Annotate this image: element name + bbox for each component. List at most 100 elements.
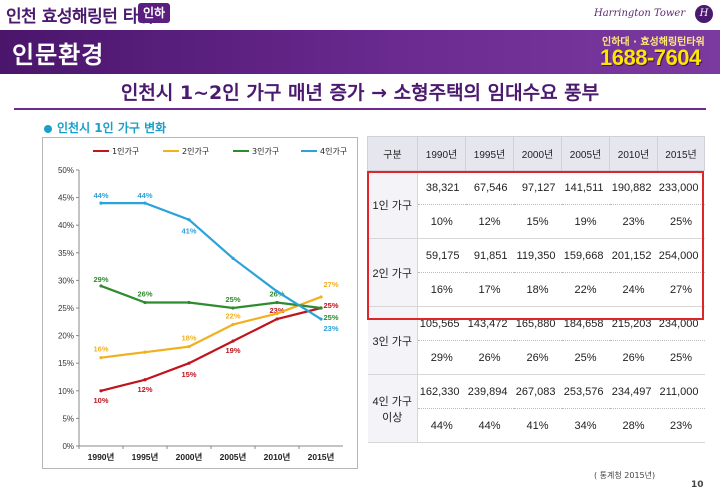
data-point (143, 378, 147, 382)
row-label: 4인 가구 이상 (367, 374, 418, 443)
contact-subtitle: 인하대 · 효성해링턴타워 (602, 37, 705, 48)
percent-cell: 25% (561, 340, 610, 375)
series-line (100, 306, 322, 392)
data-point (143, 350, 147, 354)
column-header: 2010년 (609, 136, 658, 171)
row-label: 2인 가구 (367, 238, 418, 307)
x-tick-label: 1990년 (88, 452, 115, 462)
chart-heading-label: 인천시 1인 가구 변화 (57, 121, 167, 135)
brand-bar: 인천 효성해링턴 타워 인하 Harrington Tower H (0, 0, 720, 28)
data-point (319, 295, 323, 299)
legend-label: 1인가구 (112, 146, 139, 156)
data-point (187, 300, 191, 305)
percent-cell: 41% (513, 408, 562, 443)
percent-cell: 22% (561, 272, 610, 307)
x-tick-label: 2015년 (308, 452, 335, 462)
y-tick-label: 30% (58, 276, 74, 285)
data-point (231, 256, 235, 260)
percent-cell: 19% (561, 204, 610, 239)
count-cell: 267,083 (513, 374, 562, 409)
count-cell: 254,000 (657, 238, 705, 273)
data-point (99, 389, 103, 393)
y-tick-label: 35% (58, 249, 74, 258)
count-cell: 97,127 (513, 170, 562, 205)
percent-cell: 12% (465, 204, 514, 239)
percent-cell: 44% (465, 408, 514, 443)
table-row: 44% 44% 41% 34% 28% 23% (368, 408, 705, 443)
percent-cell: 17% (465, 272, 514, 307)
count-cell: 162,330 (417, 374, 466, 409)
data-label: 44% (137, 191, 152, 200)
count-cell: 141,511 (561, 170, 610, 205)
column-header: 구분 (367, 136, 418, 171)
x-tick-label: 2010년 (264, 452, 291, 462)
data-label: 26% (269, 289, 284, 298)
section-header: 인문환경 인하대 · 효성해링턴타워 1688-7604 (0, 30, 720, 74)
column-header: 2015년 (657, 136, 705, 171)
data-label: 23% (323, 324, 338, 333)
percent-cell: 26% (609, 340, 658, 375)
y-tick-label: 25% (58, 304, 74, 313)
series-line (101, 202, 322, 320)
table-row: 16% 17% 18% 22% 24% 27% (368, 272, 705, 307)
table-header-row: 구분 1990년 1995년 2000년 2005년 2010년 2015년 (367, 136, 705, 171)
data-point (99, 284, 103, 288)
data-point (231, 339, 235, 343)
brand-title: 인천 효성해링턴 타워 (6, 7, 154, 27)
x-tick-label: 1995년 (132, 452, 159, 462)
y-tick-label: 15% (58, 359, 74, 368)
column-header: 1990년 (417, 136, 466, 171)
x-tick-label: 2005년 (220, 452, 247, 462)
percent-cell: 34% (561, 408, 610, 443)
count-cell: 38,321 (417, 170, 466, 205)
data-label: 10% (93, 396, 108, 405)
percent-cell: 29% (417, 340, 466, 375)
percent-cell: 25% (657, 340, 705, 375)
data-label: 25% (323, 301, 338, 310)
bullet-icon (44, 124, 52, 133)
count-cell: 233,000 (657, 170, 705, 205)
count-cell: 184,658 (561, 306, 610, 341)
contact-phone: 1688-7604 (600, 45, 701, 70)
data-point (143, 300, 147, 305)
count-cell: 215,203 (609, 306, 658, 341)
source-note: ( 통계청 2015년) (594, 471, 656, 480)
data-point (275, 311, 279, 316)
count-cell: 234,000 (657, 306, 705, 341)
y-tick-label: 20% (58, 332, 74, 341)
count-cell: 159,668 (561, 238, 610, 273)
data-label: 12% (137, 385, 152, 394)
legend-label: 4인가구 (320, 146, 347, 156)
data-label: 26% (137, 289, 152, 298)
percent-cell: 26% (513, 340, 562, 375)
column-header: 2000년 (513, 136, 562, 171)
data-point (231, 306, 235, 310)
row-label: 3인 가구 (367, 306, 418, 375)
y-tick-label: 50% (58, 166, 74, 175)
count-cell: 143,472 (465, 306, 514, 341)
chart-heading: 인천시 1인 가구 변화 (44, 119, 166, 136)
count-cell: 253,576 (561, 374, 610, 409)
line-chart: 0% 5% 10% 15% 20% 25% 30% 35% 40% 45% 50% 1990년 1995… (42, 137, 358, 469)
data-point (275, 289, 279, 294)
brand-badge: 인하 (138, 3, 171, 23)
data-label: 27% (323, 280, 338, 289)
headline: 인천시 1~2인 가구 매년 증가 → 소형주택의 임대수요 풍부 (120, 82, 600, 104)
y-tick-label: 0% (62, 442, 74, 451)
legend-label: 2인가구 (182, 146, 209, 156)
row-label: 1인 가구 (367, 170, 418, 239)
data-point (231, 322, 235, 327)
y-tick-label: 45% (58, 194, 74, 203)
data-label: 25% (323, 313, 338, 322)
data-label: 44% (93, 191, 108, 200)
data-point (99, 356, 103, 360)
percent-cell: 27% (657, 272, 705, 307)
count-cell: 119,350 (513, 238, 562, 273)
series-line (100, 284, 322, 310)
data-point (99, 201, 103, 205)
data-point (275, 317, 279, 321)
percent-cell: 16% (417, 272, 466, 307)
headline-divider (14, 108, 706, 110)
count-cell: 239,894 (465, 374, 514, 409)
percent-cell: 18% (513, 272, 562, 307)
